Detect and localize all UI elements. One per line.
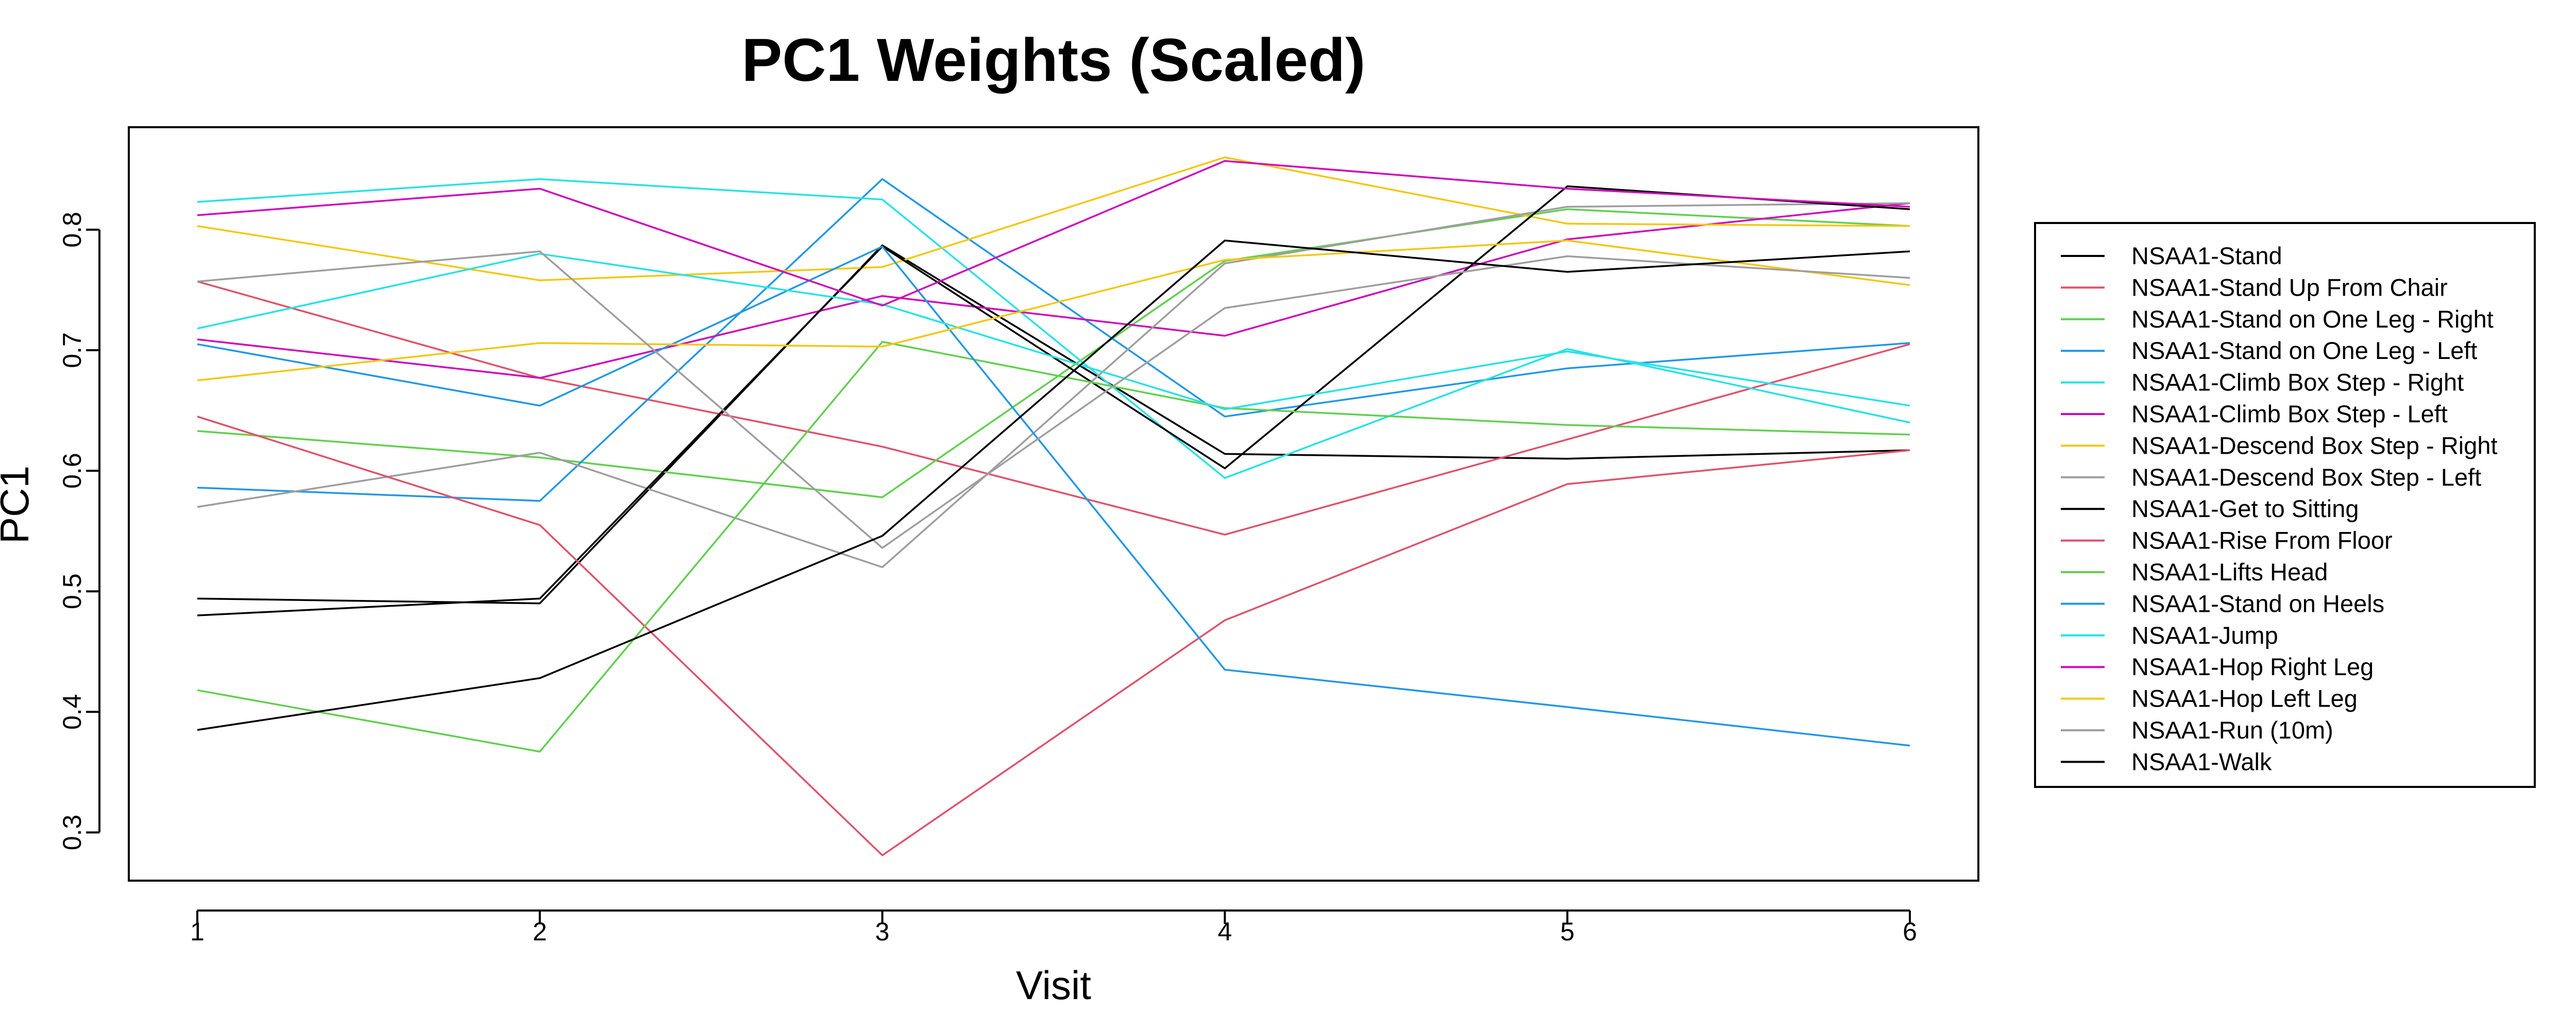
series-line-13 bbox=[197, 253, 1910, 410]
legend-label: NSAA1-Stand on One Leg - Left bbox=[2131, 337, 2477, 364]
series-line-6 bbox=[197, 202, 1910, 379]
y-tick-label: 0.5 bbox=[58, 573, 87, 609]
x-tick-label: 2 bbox=[533, 917, 547, 946]
chart-title: PC1 Weights (Scaled) bbox=[742, 26, 1366, 94]
y-tick-label: 0.3 bbox=[58, 815, 87, 851]
series-line-1 bbox=[197, 244, 1910, 605]
series-line-8 bbox=[197, 202, 1910, 569]
series-line-10 bbox=[197, 416, 1910, 856]
series-line-2 bbox=[197, 280, 1910, 536]
y-tick-label: 0.7 bbox=[58, 332, 87, 368]
x-tick-label: 1 bbox=[190, 917, 205, 946]
legend-label: NSAA1-Climb Box Step - Left bbox=[2131, 400, 2448, 427]
legend-label: NSAA1-Descend Box Step - Left bbox=[2131, 464, 2481, 491]
series-layer bbox=[197, 156, 1910, 856]
plot-area-frame bbox=[128, 126, 1979, 882]
legend-label: NSAA1-Hop Left Leg bbox=[2131, 685, 2358, 712]
legend-label: NSAA1-Stand on Heels bbox=[2131, 590, 2384, 617]
series-line-17 bbox=[197, 239, 1910, 731]
y-axis: 0.3 0.4 0.5 0.6 0.7 0.8 bbox=[58, 212, 100, 851]
y-tick-label: 0.4 bbox=[58, 694, 87, 730]
series-line-4 bbox=[197, 178, 1910, 502]
series-line-16 bbox=[197, 250, 1910, 549]
series-line-12 bbox=[197, 245, 1910, 747]
legend-label: NSAA1-Descend Box Step - Right bbox=[2131, 432, 2498, 459]
legend-label: NSAA1-Get to Sitting bbox=[2131, 495, 2359, 522]
x-tick-label: 6 bbox=[1903, 917, 1917, 946]
y-tick-label: 0.8 bbox=[58, 212, 87, 248]
legend-label: NSAA1-Rise From Floor bbox=[2131, 527, 2393, 554]
series-line-3 bbox=[197, 208, 1910, 499]
series-line-11 bbox=[197, 340, 1910, 753]
legend: NSAA1-Stand NSAA1-Stand Up From Chair NSAA… bbox=[2034, 222, 2536, 788]
legend-label: NSAA1-Hop Right Leg bbox=[2131, 653, 2374, 680]
legend-label: NSAA1-Run (10m) bbox=[2131, 716, 2333, 744]
legend-label: NSAA1-Jump bbox=[2131, 622, 2278, 649]
x-axis-title: Visit bbox=[1016, 963, 1091, 1008]
legend-label: NSAA1-Stand on One Leg - Right bbox=[2131, 305, 2494, 333]
series-line-14 bbox=[197, 160, 1910, 307]
y-axis-title: PC1 bbox=[0, 466, 37, 544]
x-tick-label: 3 bbox=[875, 917, 890, 946]
legend-label: NSAA1-Lifts Head bbox=[2131, 558, 2328, 586]
legend-label: NSAA1-Stand bbox=[2131, 242, 2282, 269]
y-tick-label: 0.6 bbox=[58, 453, 87, 489]
legend-label: NSAA1-Climb Box Step - Right bbox=[2131, 369, 2464, 396]
x-tick-label: 4 bbox=[1218, 917, 1232, 946]
series-line-7 bbox=[197, 156, 1910, 282]
legend-label: NSAA1-Stand Up From Chair bbox=[2131, 273, 2448, 301]
x-axis: 1 2 3 4 5 6 bbox=[190, 909, 1917, 946]
series-line-15 bbox=[197, 239, 1910, 382]
legend-box bbox=[2034, 222, 2536, 788]
legend-entries: NSAA1-Stand NSAA1-Stand Up From Chair NSAA… bbox=[2061, 242, 2498, 775]
legend-label: NSAA1-Walk bbox=[2131, 748, 2272, 775]
x-tick-label: 5 bbox=[1560, 917, 1574, 946]
